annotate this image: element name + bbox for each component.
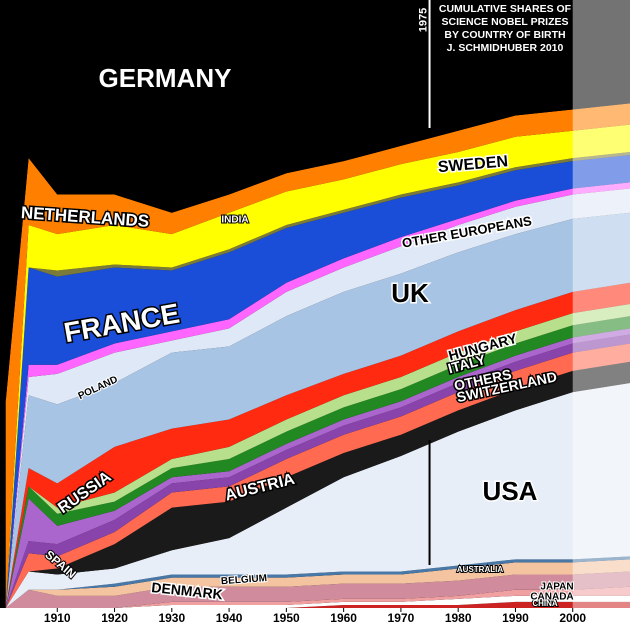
area xyxy=(5,361,630,608)
area xyxy=(5,155,630,608)
x-tick-label: 1960 xyxy=(330,611,357,625)
series-label: BELGIUM xyxy=(221,573,268,587)
area xyxy=(5,556,630,608)
area xyxy=(5,595,630,608)
x-tick-label: 2000 xyxy=(559,611,586,625)
chart-title: SCIENCE NOBEL PRIZES xyxy=(442,16,569,28)
area xyxy=(5,559,630,608)
area xyxy=(5,124,630,608)
series-label: CANADA xyxy=(530,592,573,603)
area xyxy=(5,571,630,608)
chart-title: BY COUNTRY OF BIRTH xyxy=(444,29,565,41)
area xyxy=(5,282,630,608)
area xyxy=(5,103,630,608)
x-tick-label: 1950 xyxy=(273,611,300,625)
series-label: USA xyxy=(483,476,538,506)
series-label: AUSTRALIA xyxy=(457,565,503,574)
chart-title: J. SCHMIDHUBER 2010 xyxy=(447,42,564,54)
series-label: UK xyxy=(391,278,429,308)
x-tick-label: 1970 xyxy=(388,611,415,625)
projection-overlay xyxy=(572,0,630,608)
axis-background xyxy=(0,608,630,630)
x-tick-label: 1990 xyxy=(502,611,529,625)
area xyxy=(5,343,630,608)
annotation-label: 1975 xyxy=(417,8,429,32)
area xyxy=(5,212,630,608)
series-label: GERMANY xyxy=(99,63,232,93)
series-label: JAPAN xyxy=(540,582,573,593)
x-tick-label: 1980 xyxy=(445,611,472,625)
series-label: CHINA xyxy=(532,599,558,608)
area xyxy=(5,0,630,402)
series-label: INDIA xyxy=(221,215,248,226)
area xyxy=(5,601,630,608)
x-tick-label: 1940 xyxy=(216,611,243,625)
area xyxy=(5,383,630,608)
x-tick-label: 1930 xyxy=(158,611,185,625)
chart-title: CUMULATIVE SHARES OF xyxy=(439,3,572,15)
x-tick-label: 1910 xyxy=(44,611,71,625)
x-tick-label: 1920 xyxy=(101,611,128,625)
